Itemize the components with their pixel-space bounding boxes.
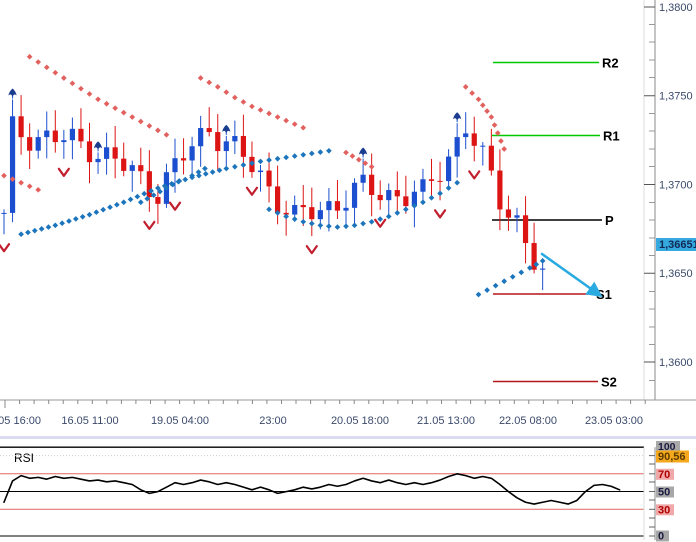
svg-text:20.05 18:00: 20.05 18:00 (331, 415, 389, 427)
svg-text:5.05 16:00: 5.05 16:00 (0, 415, 41, 427)
svg-text:23.05 03:00: 23.05 03:00 (585, 415, 643, 427)
svg-text:0: 0 (658, 531, 664, 542)
svg-text:RSI: RSI (14, 451, 34, 465)
svg-text:S1: S1 (596, 287, 612, 302)
svg-text:70: 70 (658, 469, 670, 481)
svg-text:21.05 13:00: 21.05 13:00 (417, 415, 475, 427)
svg-text:22.05 08:00: 22.05 08:00 (499, 415, 557, 427)
svg-text:1,3650: 1,3650 (659, 268, 693, 280)
svg-text:1,36651: 1,36651 (659, 239, 696, 251)
svg-text:90,56: 90,56 (658, 451, 686, 463)
svg-text:23:00: 23:00 (259, 415, 287, 427)
svg-text:1,3700: 1,3700 (659, 180, 693, 192)
svg-text:1,3750: 1,3750 (659, 91, 693, 103)
svg-text:1,3800: 1,3800 (659, 2, 693, 14)
svg-text:1,3600: 1,3600 (659, 357, 693, 369)
svg-text:16.05 11:00: 16.05 11:00 (61, 415, 118, 427)
svg-text:R1: R1 (603, 129, 620, 144)
svg-text:R2: R2 (602, 56, 619, 71)
svg-text:19.05 04:00: 19.05 04:00 (151, 415, 209, 427)
svg-text:30: 30 (658, 504, 670, 516)
svg-text:S2: S2 (601, 375, 617, 390)
svg-text:P: P (605, 213, 614, 228)
svg-text:50: 50 (658, 487, 670, 499)
